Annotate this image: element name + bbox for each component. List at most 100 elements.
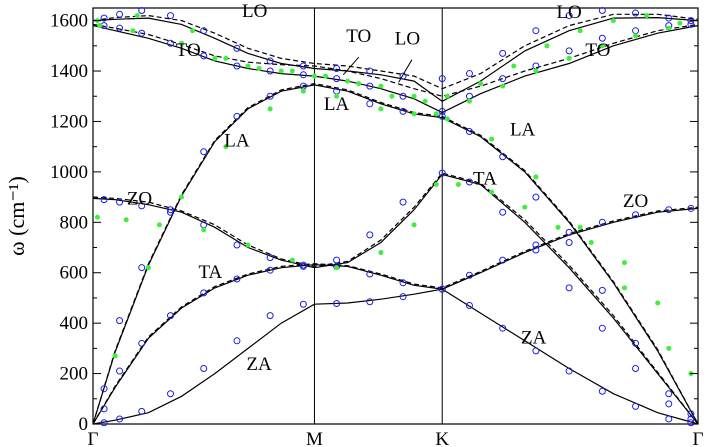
data-point-circle: [138, 7, 146, 15]
data-point-circle: [116, 415, 124, 423]
data-point-green: [130, 28, 136, 34]
data-point-green: [378, 106, 384, 112]
data-point-green: [323, 73, 329, 79]
annotation-arrow: [342, 56, 360, 76]
data-point-circle: [438, 285, 446, 293]
x-tick-label: Γ: [693, 429, 704, 447]
data-point-circle: [266, 57, 274, 65]
data-point-circle: [167, 390, 175, 398]
data-point-green: [489, 189, 495, 195]
y-tick-label: 200: [60, 364, 89, 385]
data-point-green: [278, 68, 284, 74]
data-point-circle: [366, 67, 374, 75]
data-point-circle: [665, 400, 673, 408]
branch-label: LO: [242, 1, 267, 22]
y-tick-label: 800: [60, 212, 89, 233]
data-point-circle: [266, 254, 274, 262]
solid-branch-line: [92, 84, 699, 425]
data-point-green: [666, 345, 672, 351]
data-point-circle: [665, 415, 673, 423]
data-point-circle: [598, 324, 606, 332]
data-point-green: [311, 73, 317, 79]
data-point-circle: [366, 100, 374, 108]
data-point-circle: [532, 347, 540, 355]
data-point-green: [378, 250, 384, 256]
data-point-circle: [100, 196, 108, 204]
data-point-circle: [366, 231, 374, 239]
data-point-green: [500, 83, 506, 89]
data-point-circle: [565, 367, 573, 375]
data-point-green: [522, 204, 528, 210]
y-tick-label: 1400: [50, 61, 88, 82]
data-point-circle: [687, 20, 695, 28]
data-point-circle: [233, 112, 241, 120]
data-point-green: [389, 93, 395, 99]
data-point-circle: [299, 71, 307, 79]
data-point-green: [145, 265, 151, 271]
data-point-circle: [100, 405, 108, 413]
data-point-circle: [266, 92, 274, 100]
data-point-circle: [532, 193, 540, 201]
data-point-circle: [598, 218, 606, 226]
data-point-circle: [465, 92, 473, 100]
data-point-circle: [687, 410, 695, 418]
dashed-branch-line: [92, 206, 699, 425]
dashed-branch-line: [92, 13, 699, 90]
data-point-green: [489, 136, 495, 142]
data-point-circle: [438, 107, 446, 115]
data-point-circle: [465, 178, 473, 186]
data-point-circle: [200, 52, 208, 60]
data-point-circle: [632, 365, 640, 373]
branch-label: LA: [224, 131, 250, 152]
x-tick-label: M: [306, 429, 323, 447]
data-point-green: [644, 13, 650, 19]
data-point-circle: [438, 112, 446, 120]
branch-label: TA: [473, 168, 497, 189]
y-tick-label: 1200: [50, 111, 88, 132]
data-point-green: [345, 78, 351, 84]
plot-frame: [92, 7, 699, 425]
data-point-circle: [565, 12, 573, 20]
data-point-green: [478, 81, 484, 87]
data-point-circle: [465, 271, 473, 279]
data-point-green: [179, 194, 185, 200]
data-point-circle: [399, 107, 407, 115]
data-point-circle: [233, 337, 241, 345]
data-point-circle: [532, 241, 540, 249]
x-tick-label: Γ: [88, 429, 99, 447]
data-point-circle: [499, 256, 507, 264]
data-point-circle: [100, 14, 108, 22]
data-point-circle: [565, 47, 573, 55]
branch-label: TO: [346, 26, 371, 47]
data-point-circle: [499, 324, 507, 332]
data-point-green: [577, 28, 583, 34]
data-point-circle: [116, 367, 124, 375]
data-point-circle: [399, 92, 407, 100]
y-tick-label: 400: [60, 313, 89, 334]
data-point-circle: [366, 298, 374, 306]
branch-label: ZO: [623, 191, 648, 212]
data-point-circle: [665, 206, 673, 214]
data-point-circle: [100, 419, 108, 427]
data-point-circle: [687, 204, 695, 212]
data-point-circle: [116, 198, 124, 206]
data-point-circle: [138, 29, 146, 37]
data-point-green: [300, 88, 306, 94]
data-point-circle: [266, 266, 274, 274]
data-point-green: [411, 93, 417, 99]
data-point-circle: [632, 339, 640, 347]
data-point-green: [599, 43, 605, 49]
data-point-green: [212, 55, 218, 61]
data-point-circle: [116, 24, 124, 32]
data-point-circle: [333, 299, 341, 307]
data-point-circle: [167, 312, 175, 320]
data-point-circle: [333, 256, 341, 264]
data-point-circle: [100, 385, 108, 393]
data-point-circle: [632, 211, 640, 219]
data-point-green: [621, 285, 627, 291]
data-point-green: [112, 353, 118, 359]
data-point-circle: [138, 202, 146, 210]
data-point-circle: [687, 415, 695, 423]
